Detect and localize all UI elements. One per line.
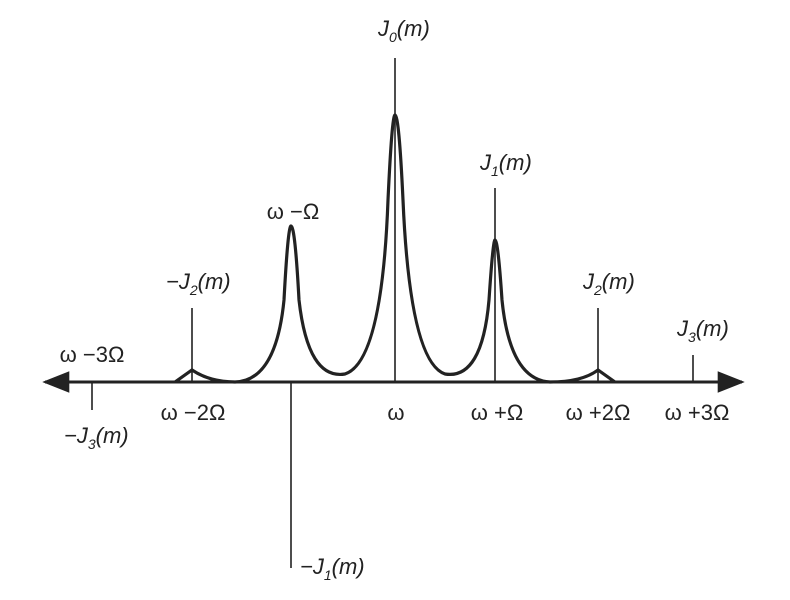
label-neg-j3: −J3(m) [64,423,129,452]
freq-label: ω +2Ω [566,400,631,425]
line-labels: J0(m) J1(m) J2(m) J3(m) −J2(m) −J1(m) −J… [64,16,729,583]
argument: (m) [198,269,231,294]
freq-label: ω −3Ω [60,342,125,367]
frequency-labels: ω ω +Ω ω +2Ω ω +3Ω ω −2Ω ω −Ω ω −3Ω [60,199,730,425]
subscript: 0 [389,29,397,45]
subscript: 3 [88,436,96,452]
subscript: 2 [189,282,198,298]
argument: (m) [332,554,365,579]
freq-label: ω −Ω [267,199,320,224]
label-j1: J1(m) [479,150,532,179]
sign: − [64,423,77,448]
symbol: J [76,423,89,448]
subscript: 2 [593,282,602,298]
label-j0: J0(m) [377,16,430,45]
argument: (m) [602,269,635,294]
spectral-lines [91,58,694,568]
symbol: J [377,16,390,41]
freq-label: ω −2Ω [161,400,226,425]
symbol: J [582,269,595,294]
argument: (m) [96,423,129,448]
label-neg-j1: −J1(m) [300,554,365,583]
symbol: J [312,554,325,579]
argument: (m) [499,150,532,175]
argument: (m) [397,16,430,41]
sign: − [166,269,179,294]
spectrum-curve [174,113,616,384]
freq-label: ω +Ω [471,400,524,425]
freq-label: ω [387,400,404,425]
subscript: 1 [491,163,499,179]
label-j3: J3(m) [676,316,729,345]
argument: (m) [696,316,729,341]
freq-label: ω +3Ω [665,400,730,425]
symbol: J [178,269,191,294]
subscript: 3 [688,329,696,345]
symbol: J [676,316,689,341]
subscript: 1 [324,567,332,583]
sign: − [300,554,313,579]
label-neg-j2: −J2(m) [166,269,231,298]
label-j2: J2(m) [582,269,635,298]
symbol: J [479,150,492,175]
